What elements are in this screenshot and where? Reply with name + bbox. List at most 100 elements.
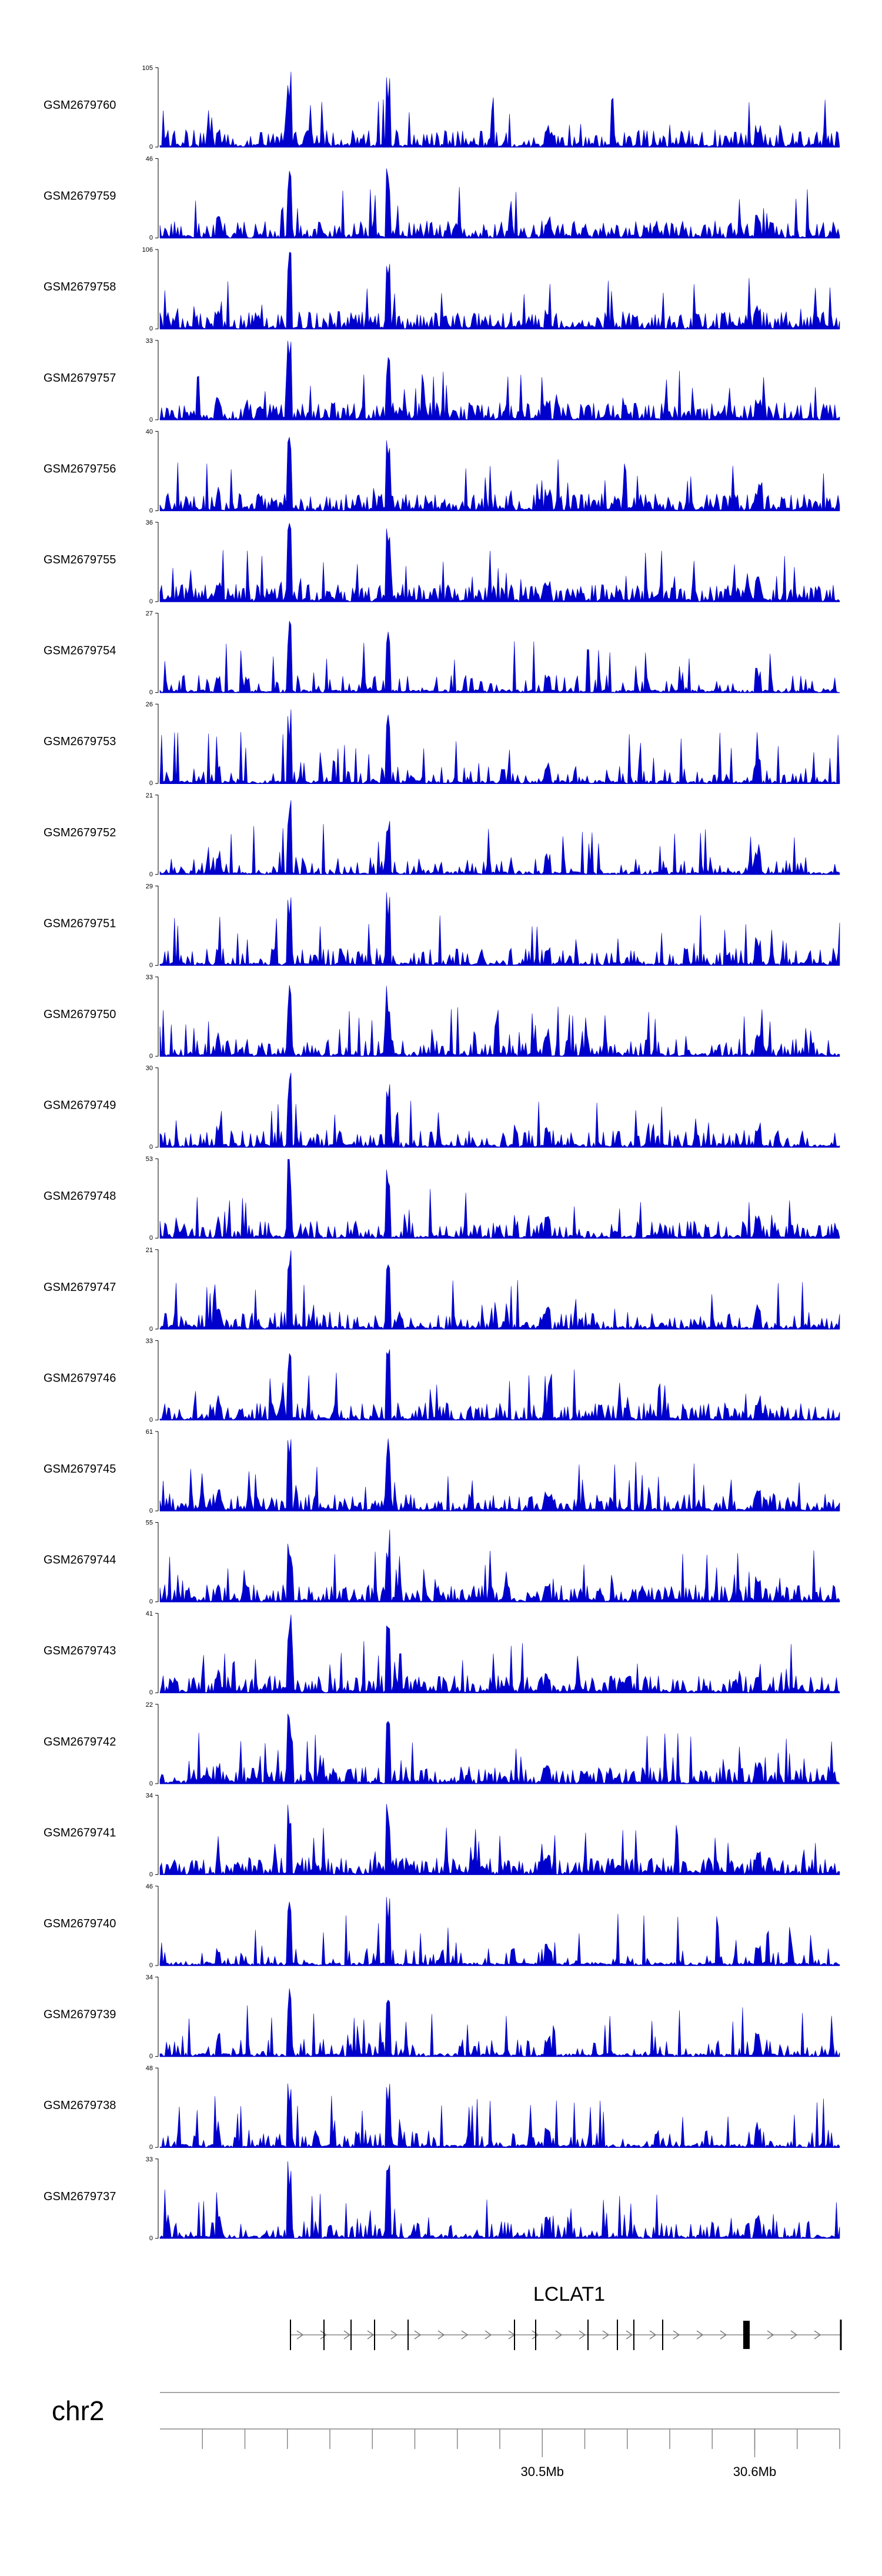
strand-arrow bbox=[814, 2330, 821, 2340]
track-label: GSM2679749 bbox=[44, 1099, 116, 1112]
coverage-track: GSM2679744 55 0 bbox=[44, 1520, 840, 1606]
axis-tick-label: 30.6Mb bbox=[733, 2464, 776, 2479]
coverage-area bbox=[159, 985, 840, 1057]
coverage-track: GSM2679758 106 0 bbox=[44, 246, 840, 332]
coverage-track: GSM2679746 33 0 bbox=[44, 1337, 840, 1423]
track-ymin-label: 0 bbox=[149, 235, 153, 242]
track-label: GSM2679746 bbox=[44, 1372, 116, 1384]
genome-axis: chr2 30.5Mb 30.6Mb bbox=[52, 2392, 840, 2479]
coverage-track: GSM2679756 40 0 bbox=[44, 428, 840, 514]
coverage-track: GSM2679759 46 0 bbox=[44, 156, 840, 242]
exon bbox=[743, 2321, 750, 2349]
strand-arrow bbox=[767, 2330, 774, 2340]
track-ymin-label: 0 bbox=[149, 689, 153, 696]
coverage-area bbox=[159, 341, 840, 421]
strand-arrow bbox=[461, 2330, 469, 2340]
coverage-area bbox=[159, 1804, 840, 1876]
track-label: GSM2679737 bbox=[44, 2190, 116, 2203]
track-label: GSM2679754 bbox=[44, 645, 116, 658]
track-ymax-label: 46 bbox=[146, 1883, 153, 1890]
track-ymax-label: 29 bbox=[146, 883, 153, 890]
track-ymax-label: 27 bbox=[146, 610, 153, 618]
strand-arrow bbox=[414, 2330, 422, 2340]
track-label: GSM2679757 bbox=[44, 372, 116, 385]
strand-arrow bbox=[343, 2330, 351, 2340]
strand-arrow bbox=[296, 2330, 304, 2340]
coverage-area bbox=[159, 1713, 840, 1784]
coverage-area bbox=[159, 2083, 840, 2148]
track-ymax-label: 46 bbox=[146, 156, 153, 163]
track-label: GSM2679742 bbox=[44, 1736, 116, 1749]
track-ymin-label: 0 bbox=[149, 2235, 153, 2242]
coverage-track: GSM2679749 30 0 bbox=[44, 1065, 840, 1151]
coverage-area bbox=[159, 1349, 840, 1421]
track-ymin-label: 0 bbox=[149, 2053, 153, 2060]
track-ymin-label: 0 bbox=[149, 1053, 153, 1060]
strand-arrow bbox=[790, 2330, 798, 2340]
track-label: GSM2679747 bbox=[44, 1281, 116, 1294]
coverage-track: GSM2679742 22 0 bbox=[44, 1701, 840, 1787]
track-ymin-label: 0 bbox=[149, 1507, 153, 1514]
track-label: GSM2679755 bbox=[44, 553, 116, 566]
coverage-area bbox=[159, 800, 840, 875]
coverage-track: GSM2679740 46 0 bbox=[44, 1883, 840, 1969]
track-ymin-label: 0 bbox=[149, 144, 153, 151]
track-ymax-label: 26 bbox=[146, 701, 153, 708]
coverage-track: GSM2679745 61 0 bbox=[44, 1429, 840, 1514]
track-label: GSM2679745 bbox=[44, 1463, 116, 1476]
track-label: GSM2679748 bbox=[44, 1190, 116, 1203]
track-ymin-label: 0 bbox=[149, 325, 153, 332]
track-ymax-label: 33 bbox=[146, 2156, 153, 2163]
track-ymax-label: 33 bbox=[146, 974, 153, 981]
coverage-area bbox=[159, 523, 840, 602]
track-ymin-label: 0 bbox=[149, 1871, 153, 1878]
track-ymax-label: 30 bbox=[146, 1065, 153, 1072]
strand-arrow bbox=[649, 2330, 657, 2340]
track-label: GSM2679739 bbox=[44, 2008, 116, 2021]
coverage-area bbox=[159, 1072, 840, 1148]
track-label: GSM2679738 bbox=[44, 2099, 116, 2112]
track-ymax-label: 36 bbox=[146, 519, 153, 526]
coverage-track: GSM2679760 105 0 bbox=[44, 65, 840, 151]
coverage-track: GSM2679752 21 0 bbox=[44, 792, 840, 878]
coverage-area bbox=[159, 1529, 840, 1603]
chromosome-label: chr2 bbox=[52, 2395, 104, 2426]
track-ymax-label: 21 bbox=[146, 1247, 153, 1254]
coverage-area bbox=[159, 437, 840, 511]
track-label: GSM2679760 bbox=[44, 99, 116, 112]
track-ymax-label: 22 bbox=[146, 1701, 153, 1709]
track-ymax-label: 53 bbox=[146, 1156, 153, 1163]
strand-arrow bbox=[720, 2330, 727, 2340]
track-label: GSM2679751 bbox=[44, 917, 116, 930]
coverage-area bbox=[159, 1439, 840, 1511]
track-label: GSM2679753 bbox=[44, 735, 116, 748]
coverage-area bbox=[159, 1159, 840, 1239]
track-ymax-label: 105 bbox=[142, 65, 153, 72]
strand-arrow bbox=[602, 2330, 610, 2340]
track-ymax-label: 41 bbox=[146, 1610, 153, 1617]
strand-arrow bbox=[673, 2330, 680, 2340]
track-ymax-label: 33 bbox=[146, 338, 153, 345]
coverage-area bbox=[159, 1897, 840, 1966]
coverage-area bbox=[159, 2161, 840, 2239]
coverage-area bbox=[159, 71, 840, 148]
track-label: GSM2679759 bbox=[44, 190, 116, 203]
gene-name: LCLAT1 bbox=[533, 2283, 605, 2305]
track-label: GSM2679752 bbox=[44, 826, 116, 839]
track-ymin-label: 0 bbox=[149, 1144, 153, 1151]
coverage-track: GSM2679753 26 0 bbox=[44, 701, 840, 787]
track-ymax-label: 61 bbox=[146, 1429, 153, 1436]
track-ymax-label: 106 bbox=[142, 246, 153, 253]
track-ymax-label: 34 bbox=[146, 1792, 153, 1799]
track-ymin-label: 0 bbox=[149, 962, 153, 969]
track-label: GSM2679758 bbox=[44, 281, 116, 293]
coverage-area bbox=[159, 620, 840, 693]
track-ymin-label: 0 bbox=[149, 871, 153, 878]
strand-arrow bbox=[626, 2330, 633, 2340]
gene-model: LCLAT1 bbox=[290, 2283, 842, 2350]
coverage-area bbox=[159, 1988, 840, 2057]
track-ymin-label: 0 bbox=[149, 507, 153, 514]
strand-arrow bbox=[485, 2330, 492, 2340]
strand-arrow bbox=[320, 2330, 328, 2340]
coverage-track: GSM2679743 41 0 bbox=[44, 1610, 840, 1696]
